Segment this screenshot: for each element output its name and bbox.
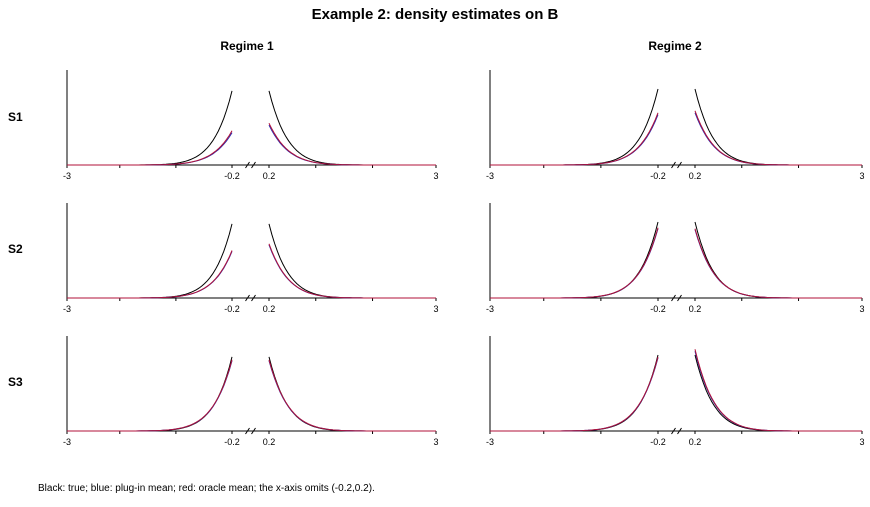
x-tick-label: 3 [859, 304, 864, 314]
axis-break-mark [677, 427, 682, 435]
x-tick-label: -0.2 [224, 171, 240, 181]
row-label-s3: S3 [8, 375, 23, 389]
column-title-regime-1: Regime 1 [220, 39, 274, 53]
x-tick-label: 3 [433, 171, 438, 181]
series-oracle-right [694, 228, 862, 299]
x-tick-label: -3 [486, 304, 494, 314]
series-true-left [490, 88, 659, 166]
x-tick-label: -0.2 [650, 171, 666, 181]
x-tick-label: 0.2 [689, 437, 702, 447]
row-label-s2: S2 [8, 242, 23, 256]
panel-s2-regime-1: -3 -0.2 0.2 3 [63, 203, 439, 314]
series-plugin-right [694, 351, 862, 432]
series-plugin-right [268, 244, 436, 299]
caption: Black: true; blue: plug-in mean; red: or… [38, 483, 375, 494]
axis-break-mark [251, 294, 256, 302]
x-tick-label: 0.2 [263, 304, 276, 314]
axis-break-mark [245, 294, 250, 302]
series-plugin-right [694, 112, 862, 166]
axis-break-mark [671, 427, 676, 435]
series-true-left [67, 90, 233, 166]
series-plugin-left [67, 132, 233, 166]
series-oracle-left [490, 227, 659, 299]
series-oracle-left [490, 112, 659, 166]
x-tick-label: -0.2 [224, 304, 240, 314]
series-plugin-left [490, 357, 659, 432]
series-oracle-right [694, 110, 862, 166]
panel-s1-regime-2: -3 -0.2 0.2 3 [486, 70, 865, 181]
x-tick-label: -0.2 [650, 304, 666, 314]
panel-s1-regime-1: -3 -0.2 0.2 3 [63, 70, 439, 181]
axis-break-mark [671, 161, 676, 169]
column-title-regime-2: Regime 2 [648, 39, 702, 53]
x-tick-label: -0.2 [224, 437, 240, 447]
x-tick-label: 0.2 [689, 171, 702, 181]
axis-break-mark [251, 427, 256, 435]
axis-break-mark [677, 161, 682, 169]
chart-title: Example 2: density estimates on B [311, 6, 559, 23]
x-tick-label: 3 [859, 437, 864, 447]
series-true-left [490, 221, 659, 299]
x-tick-label: 0.2 [689, 304, 702, 314]
row-label-s1: S1 [8, 110, 23, 124]
x-tick-label: 0.2 [263, 437, 276, 447]
series-true-right [268, 223, 436, 299]
series-oracle-left [490, 356, 659, 432]
series-true-right [694, 221, 862, 299]
series-true-right [268, 356, 436, 432]
series-plugin-left [490, 228, 659, 299]
series-plugin-left [67, 251, 233, 299]
axis-break-mark [677, 294, 682, 302]
x-tick-label: 3 [859, 171, 864, 181]
series-oracle-left [67, 359, 233, 432]
x-tick-label: 3 [433, 304, 438, 314]
x-tick-label: -0.2 [650, 437, 666, 447]
series-true-left [490, 354, 659, 432]
x-tick-label: -3 [63, 171, 71, 181]
x-tick-label: -3 [486, 437, 494, 447]
series-plugin-right [268, 360, 436, 432]
series-plugin-right [268, 124, 436, 166]
axis-break-mark [245, 161, 250, 169]
x-tick-label: -3 [63, 437, 71, 447]
x-tick-label: -3 [63, 304, 71, 314]
x-tick-label: 3 [433, 437, 438, 447]
series-oracle-right [268, 359, 436, 432]
series-plugin-left [67, 360, 233, 432]
series-oracle-right [268, 122, 436, 166]
series-oracle-left [67, 250, 233, 299]
series-true-right [694, 88, 862, 166]
axis-break-mark [245, 427, 250, 435]
series-true-left [67, 356, 233, 432]
x-tick-label: 0.2 [263, 171, 276, 181]
panel-s3-regime-2: -3 -0.2 0.2 3 [486, 336, 865, 447]
series-true-right [694, 354, 862, 432]
series-oracle-right [694, 349, 862, 432]
series-true-right [268, 90, 436, 166]
series-oracle-left [67, 130, 233, 166]
panel-s2-regime-2: -3 -0.2 0.2 3 [486, 203, 865, 314]
x-tick-label: -3 [486, 171, 494, 181]
series-oracle-right [268, 243, 436, 299]
panel-s3-regime-1: -3 -0.2 0.2 3 [63, 336, 439, 447]
axis-break-mark [671, 294, 676, 302]
series-plugin-left [490, 114, 659, 166]
axis-break-mark [251, 161, 256, 169]
series-plugin-right [694, 229, 862, 299]
